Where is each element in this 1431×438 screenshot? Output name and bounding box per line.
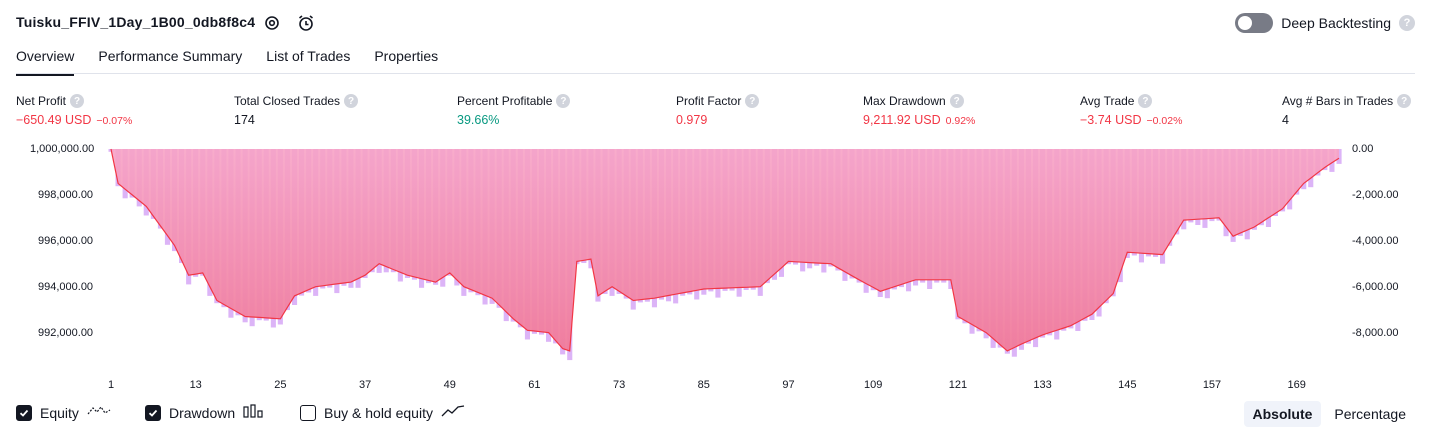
percentage-button[interactable]: Percentage (1334, 406, 1406, 422)
left-axis-tick: 1,000,000.00 (30, 143, 95, 155)
x-axis-tick: 109 (864, 379, 882, 391)
legend-drawdown[interactable]: Drawdown (145, 404, 265, 421)
x-axis-tick: 61 (528, 379, 540, 391)
x-axis-tick: 121 (949, 379, 967, 391)
drawdown-bar (1336, 149, 1342, 164)
x-axis-tick: 13 (190, 379, 202, 391)
legend-label: Equity (40, 404, 79, 421)
right-axis-tick: 0.00 (1352, 143, 1374, 155)
stat-percent: −0.07% (96, 115, 133, 127)
legend-label: Drawdown (169, 404, 236, 421)
x-axis-tick: 169 (1288, 379, 1306, 391)
right-axis-tick: -8,000.00 (1352, 327, 1399, 339)
x-axis-tick: 133 (1033, 379, 1051, 391)
scale-toggle: Absolute Percentage (1243, 401, 1416, 427)
stat-value: −3.74 USD (1080, 113, 1142, 127)
stat-total-closed-trades: Total Closed Trades? 174 (234, 94, 359, 127)
x-axis-tick: 37 (359, 379, 371, 391)
equity-line-icon (87, 404, 111, 421)
stat-label: Avg # Bars in Trades (1282, 94, 1394, 108)
stat-profit-factor: Profit Factor? 0.979 (676, 94, 760, 127)
tab-overview[interactable]: Overview (16, 48, 75, 76)
x-axis-tick: 85 (698, 379, 710, 391)
tab-performance-summary[interactable]: Performance Summary (98, 48, 243, 64)
deep-backtesting-label: Deep Backtesting (1281, 15, 1391, 31)
stat-percent: 0.92% (945, 115, 976, 127)
right-axis-tick: -6,000.00 (1352, 281, 1399, 293)
settings-icon[interactable] (262, 13, 282, 33)
x-axis-tick: 73 (613, 379, 625, 391)
stat-value: 4 (1282, 113, 1289, 127)
stat-value: 9,211.92 USD (863, 113, 941, 127)
equity-area (111, 149, 1339, 351)
stat-percent: −0.02% (1146, 115, 1183, 127)
left-axis-tick: 992,000.00 (38, 327, 94, 339)
stat-label: Profit Factor (676, 94, 742, 108)
stat-avg-trade: Avg Trade? −3.74 USD −0.02% (1080, 94, 1182, 127)
info-icon[interactable]: ? (1397, 94, 1412, 108)
x-axis-tick: 1 (108, 379, 114, 391)
drawdown-bars-icon (243, 404, 265, 421)
alarm-clock-icon[interactable] (296, 13, 316, 33)
info-icon[interactable]: ? (70, 94, 85, 108)
tab-list-of-trades[interactable]: List of Trades (266, 48, 351, 64)
stat-percent-profitable: Percent Profitable? 39.66% (457, 94, 571, 127)
x-axis-tick: 145 (1118, 379, 1136, 391)
stat-label: Percent Profitable (457, 94, 553, 108)
legend-buy-hold[interactable]: Buy & hold equity (300, 404, 465, 421)
stat-value: 174 (234, 113, 255, 127)
info-icon[interactable]: ? (1138, 94, 1153, 108)
left-axis-tick: 994,000.00 (38, 281, 94, 293)
stat-avg-bars-in-trades: Avg # Bars in Trades? 4 (1282, 94, 1412, 127)
buy-hold-line-icon (441, 404, 465, 421)
stat-label: Avg Trade (1080, 94, 1135, 108)
tab-bar: Overview Performance Summary List of Tra… (16, 48, 438, 76)
tab-properties[interactable]: Properties (374, 48, 439, 64)
x-axis-tick: 97 (782, 379, 794, 391)
absolute-button[interactable]: Absolute (1243, 401, 1322, 427)
stat-label: Max Drawdown (863, 94, 946, 108)
deep-backtesting-toggle[interactable] (1235, 13, 1274, 33)
info-icon[interactable]: ? (344, 94, 359, 108)
stat-label: Net Profit (16, 94, 67, 108)
stat-value: 0.979 (676, 113, 708, 127)
left-axis-tick: 996,000.00 (38, 235, 94, 247)
stat-max-drawdown: Max Drawdown? 9,211.92 USD 0.92% (863, 94, 975, 127)
stat-value: 39.66% (457, 113, 500, 127)
x-axis-tick: 49 (444, 379, 456, 391)
tab-divider (16, 73, 1415, 74)
left-axis-tick: 998,000.00 (38, 189, 94, 201)
buy-hold-checkbox[interactable] (300, 404, 316, 421)
stat-value: −650.49 USD (16, 113, 92, 127)
equity-checkbox[interactable] (16, 404, 32, 421)
stat-label: Total Closed Trades (234, 94, 341, 108)
strategy-title: Tuisku_FFIV_1Day_1B00_0db8f8c4 (16, 14, 256, 30)
legend-label: Buy & hold equity (324, 404, 433, 421)
x-axis-tick: 157 (1203, 379, 1221, 391)
legend-equity[interactable]: Equity (16, 404, 111, 421)
info-icon[interactable]: ? (745, 94, 760, 108)
info-icon[interactable]: ? (556, 94, 571, 108)
right-axis-tick: -4,000.00 (1352, 235, 1399, 247)
right-axis-tick: -2,000.00 (1352, 189, 1399, 201)
equity-line (110, 148, 1340, 352)
stat-net-profit: Net Profit? −650.49 USD −0.07% (16, 94, 132, 127)
info-icon[interactable]: ? (949, 94, 964, 108)
deep-backtesting-control: Deep Backtesting ? (1235, 13, 1415, 33)
help-icon[interactable]: ? (1399, 15, 1415, 31)
x-axis-tick: 25 (274, 379, 286, 391)
drawdown-checkbox[interactable] (145, 404, 161, 421)
